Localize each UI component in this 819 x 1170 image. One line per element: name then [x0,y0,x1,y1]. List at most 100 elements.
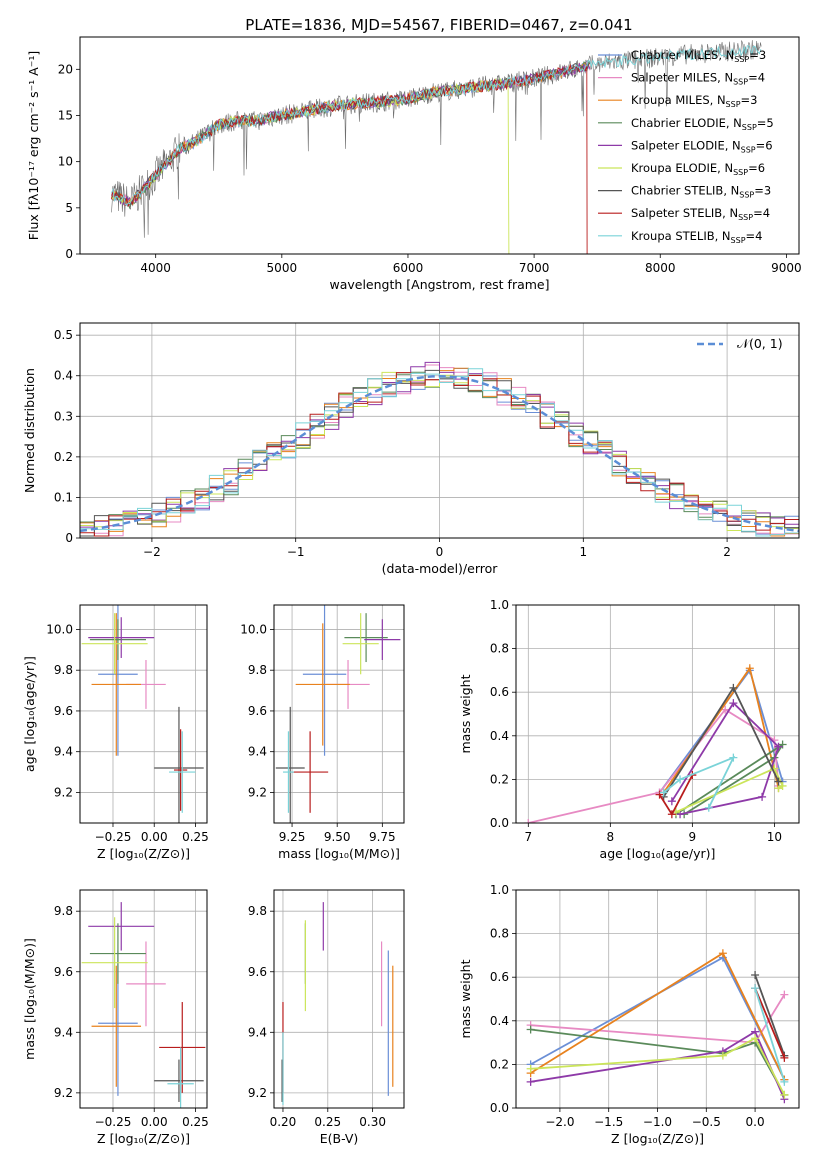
data-point-marker [729,699,738,708]
y-tick-label: 0.8 [490,927,509,941]
x-tick-label: −0.25 [95,1115,132,1129]
y-tick-label: 0.2 [54,450,73,464]
series-line [530,1036,786,1096]
y-tick-label: 0 [65,531,73,545]
y-tick-label: 9.6 [248,965,267,979]
y-tick-label: 0.6 [490,685,509,699]
y-tick-label: 0.1 [54,490,73,504]
data-point-marker [721,705,730,714]
data-point-marker [526,1077,535,1086]
axes-frame [273,889,405,1109]
x-axis-label: Z [log₁₀(Z/Z⊙)] [97,1131,190,1146]
model-line [111,45,762,206]
data-point-marker [751,1034,760,1043]
series-line [663,755,736,809]
data-point-marker [729,753,738,762]
y-axis-label: mass [log₁₀(M/M⊙)] [22,938,37,1060]
y-tick-label: 9.2 [54,785,73,799]
data-point-marker [667,797,676,806]
y-tick-label: 0.4 [54,369,73,383]
y-tick-label: 5 [65,201,73,215]
y-tick-label: 9.2 [248,1086,267,1100]
y-tick-label: 15 [58,108,73,122]
x-tick-label: 9.25 [279,830,306,844]
y-tick-label: 0.5 [54,328,73,342]
y-tick-label: 0.4 [490,1014,509,1028]
legend-entry: Salpeter MILES, NSSP=4 [631,71,765,87]
data-point-marker [667,810,676,819]
x-tick-label: 0 [436,545,444,559]
y-tick-label: 0.0 [490,1101,509,1115]
histogram-step [80,361,799,528]
series-line [675,743,784,816]
x-tick-label: 7 [524,830,532,844]
y-tick-label: 1.0 [490,598,509,612]
x-axis-label: Z [log₁₀(Z/Z⊙)] [97,846,190,861]
data-point-marker [774,777,783,786]
x-tick-label: 0.00 [141,1115,168,1129]
data-point-marker [526,1025,535,1034]
data-point-marker [774,742,783,751]
y-tick-label: 0.0 [490,816,509,830]
x-axis-label: age [log₁₀(age/yr)] [600,846,716,861]
x-axis-label: mass [log₁₀(M/M⊙)] [278,846,400,861]
y-tick-label: 10 [58,155,73,169]
axes-frame [515,604,800,824]
axes-frame [79,604,208,824]
plot-area [275,605,401,823]
plot-area [81,605,204,823]
model-line [111,63,588,254]
legend-entry: Kroupa STELIB, NSSP=4 [631,229,762,245]
legend-entry: Kroupa ELODIE, NSSP=6 [631,161,765,177]
x-axis-label: wavelength [Angstrom, rest frame] [329,277,549,292]
x-tick-label: 5000 [267,261,298,275]
y-tick-label: 0.2 [490,772,509,786]
y-tick-label: 9.2 [248,785,267,799]
y-tick-label: 0.8 [490,642,509,656]
x-tick-label: 10 [767,830,782,844]
data-point-marker [676,810,685,819]
legend: Chabrier MILES, NSSP=3 Salpeter MILES, NS… [598,48,774,245]
y-tick-label: 0 [65,247,73,261]
data-point-marker [780,990,789,999]
y-tick-label: 9.4 [54,745,73,759]
y-tick-label: 9.8 [54,904,73,918]
y-axis-label: age [log₁₀(age/yr)] [22,656,37,772]
x-tick-label: −1 [287,545,305,559]
data-point-marker [778,740,787,749]
x-tick-label: 0.25 [182,1115,209,1129]
normal-curve [80,374,799,533]
y-tick-label: 1.0 [490,883,509,897]
plot-area [81,902,206,1108]
y-tick-label: 0.4 [490,729,509,743]
x-tick-label: 0.25 [314,1115,341,1129]
y-tick-label: 9.6 [54,704,73,718]
y-tick-label: 9.8 [248,663,267,677]
legend-entry: Chabrier ELODIE, NSSP=5 [631,116,774,132]
axes-spectrum: 4000 5000 6000 7000 8000 9000 0 5 10 15 20 waveleng… [26,36,802,292]
data-point-marker [751,971,760,980]
axes-frame [79,36,800,255]
model-line [111,77,510,254]
x-tick-label: 9 [689,830,697,844]
data-point-marker [655,790,664,799]
y-tick-label: 9.4 [54,1025,73,1039]
y-tick-label: 9.4 [248,1025,267,1039]
axes-frame [515,889,800,1109]
x-tick-label: 0.0 [746,1115,765,1129]
axes-frame [79,322,800,539]
axes-frame [79,889,208,1109]
series-line [754,974,786,1057]
histogram-step [80,368,799,537]
x-tick-label: 4000 [140,261,171,275]
data-point-marker [758,792,767,801]
data-point-marker [778,781,787,790]
x-tick-label: 8 [607,830,615,844]
legend-entry: Salpeter STELIB, NSSP=4 [631,206,770,222]
series-line [528,708,780,823]
x-tick-label: 9.75 [369,830,396,844]
data-point-marker [718,949,727,958]
series-line [754,987,786,1059]
x-tick-label: −1.0 [643,1115,672,1129]
